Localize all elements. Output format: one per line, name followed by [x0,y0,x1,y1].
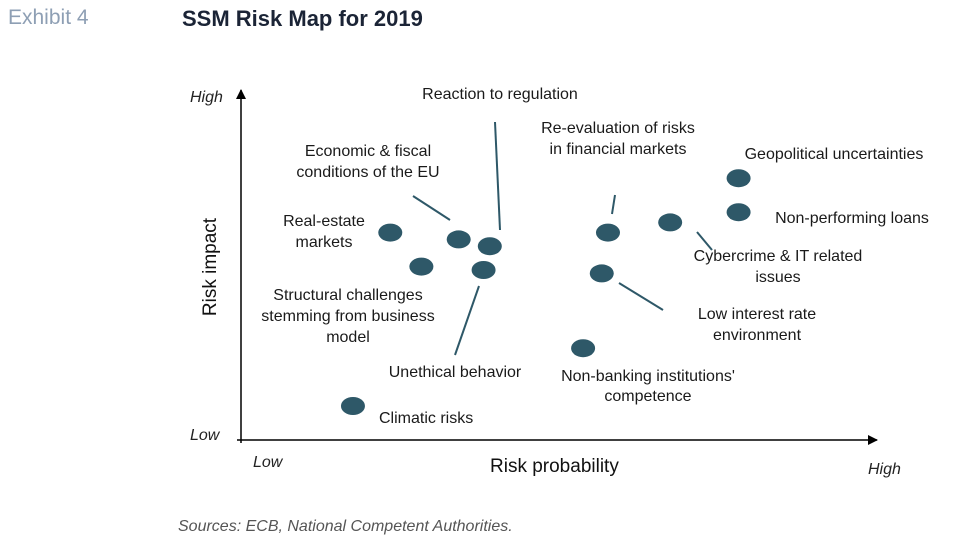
leader-line [611,194,616,215]
risk-point [378,223,403,242]
x-tick-high: High [868,461,901,478]
chart-title: SSM Risk Map for 2019 [182,6,423,31]
risk-point [477,237,502,256]
y-tick-low: Low [190,427,221,444]
data-points [340,169,751,415]
point-labels: Real-estate markets Economic & fiscal condi… [261,86,929,427]
point-label: Structural challenges stemming from busin… [261,287,434,346]
risk-point [471,261,496,279]
point-label: Non-performing loans [775,210,929,227]
leader-line [412,195,451,221]
risk-point [658,213,683,232]
point-label: Re-evaluation of risks in financial marke… [541,120,695,158]
point-label: Unethical behavior [389,364,522,381]
risk-point [595,223,620,242]
point-label: Climatic risks [379,410,473,427]
point-label: Geopolitical uncertainties [745,146,924,163]
leader-line [618,282,664,311]
x-tick-low: Low [253,454,284,471]
source-note: Sources: ECB, National Competent Authori… [178,518,513,535]
leader-line [696,231,713,251]
point-label: Economic & fiscal conditions of the EU [296,143,439,181]
leader-line [494,121,501,231]
point-label: Cybercrime & IT related issues [694,248,863,286]
x-axis-title: Risk probability [490,456,619,477]
risk-point [409,257,434,276]
leader-lines [412,121,713,356]
risk-point [571,339,596,358]
point-label: Real-estate markets [283,213,365,251]
risk-point [726,203,751,222]
risk-point [726,169,751,188]
risk-point [589,264,614,283]
y-tick-high: High [190,89,223,106]
y-axis-title: Risk impact [200,217,221,316]
risk-point [446,230,471,249]
exhibit-label: Exhibit 4 [8,6,89,29]
leader-line [454,285,480,356]
risk-point [340,397,365,415]
point-label: Reaction to regulation [422,86,578,103]
point-label: Non-banking institutions' competence [561,368,735,405]
point-label: Low interest rate environment [698,306,816,344]
